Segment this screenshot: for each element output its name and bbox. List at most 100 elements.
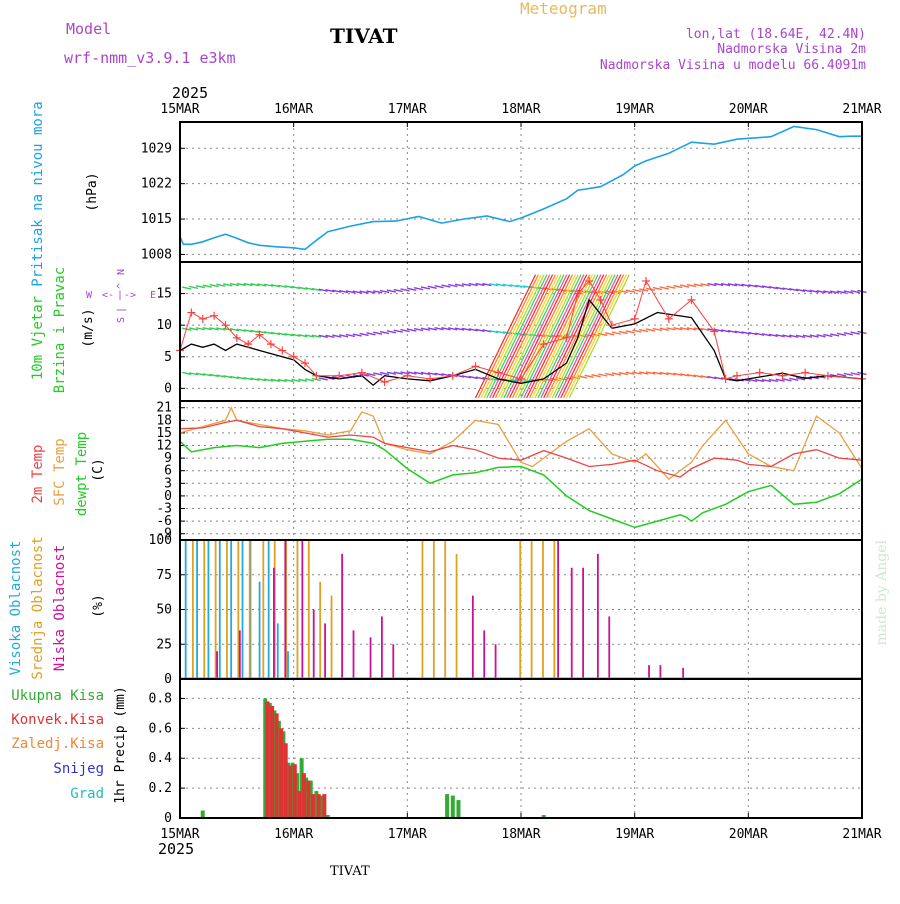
wind-arrow (202, 327, 212, 331)
wind-arrow (802, 334, 813, 338)
legend-hail: Grad (70, 786, 104, 802)
wind-arrow (352, 290, 362, 294)
footer-station: TIVAT (330, 864, 370, 879)
wind-arrow (836, 373, 847, 377)
wind-arrow (318, 377, 328, 381)
wind-arrow (850, 290, 860, 294)
precip-bar (270, 705, 275, 818)
precip-bar (308, 780, 313, 818)
y-tick-label: 0 (164, 672, 172, 687)
x-tick-bottom: 21MAR (842, 827, 881, 842)
wind-arrow (373, 372, 383, 376)
storm-wind-arrow (497, 274, 559, 399)
y-tick-label: 0.8 (149, 691, 172, 706)
pressure-line (179, 125, 862, 251)
wind-arrow (509, 331, 519, 336)
model-elevation-label: Nadmorska Visina u modelu 66.4091m (600, 58, 866, 73)
wind-arrow (598, 332, 608, 337)
wind-arrow (182, 286, 192, 290)
precip-bar (450, 795, 455, 818)
model-name: wrf-nmm_v3.9.1 e3km (64, 49, 236, 67)
wind-arrow (741, 283, 751, 288)
year-bottom: 2025 (158, 840, 194, 858)
y-tick-label: -9 (156, 527, 172, 542)
wind-arrow (420, 371, 431, 376)
wind-arrow (379, 371, 390, 376)
x-tick-bottom: 17MAR (388, 827, 427, 842)
wind-arrow (495, 283, 506, 287)
wind-arrow (195, 285, 206, 289)
wind-arrow (686, 327, 697, 331)
wind-sub-label: Brzina i Pravac (52, 267, 68, 393)
wind-arrow (843, 290, 853, 294)
wind-arrow (468, 282, 478, 287)
wind-arrow (809, 334, 819, 338)
panel-frame (179, 678, 863, 819)
wind-arrow (427, 327, 437, 331)
wind-arrow (639, 328, 649, 333)
legend-freezing-rain: Zaledj.Kisa (11, 736, 104, 752)
y-tick-label: 12 (156, 439, 172, 454)
wind-arrow (809, 289, 819, 293)
wind-arrow (714, 282, 724, 287)
precip-bar (541, 815, 546, 818)
high-cloud-label: Visoka Oblacnost (8, 541, 24, 676)
y-tick-label: 100 (149, 533, 172, 548)
wind-arrow (386, 289, 397, 293)
y-tick-label: 21 (156, 401, 172, 416)
wind-arrow (359, 332, 369, 337)
storm-wind-arrow (560, 274, 622, 399)
wind-arrow (748, 331, 758, 336)
precip-bar (283, 743, 288, 818)
storm-wind-arrow (563, 274, 625, 399)
wind-arrow (707, 282, 717, 287)
wind-arrow (298, 286, 308, 290)
precip-bar (310, 794, 315, 818)
wind-arrow (386, 330, 397, 334)
wind-arrow (639, 371, 649, 375)
wind-arrow (659, 327, 669, 331)
wind-arrow (407, 287, 417, 292)
legend-snow: Snijeg (53, 761, 104, 777)
wind-arrow (509, 284, 519, 288)
storm-wind-arrow (543, 274, 605, 399)
dewpt-label: dewpt Temp (74, 432, 90, 516)
wind-arrow (536, 333, 547, 338)
wind-arrow (298, 378, 308, 382)
wind-arrow (223, 283, 233, 287)
wind-arrow (338, 334, 349, 338)
x-tick-top: 15MAR (160, 102, 199, 117)
storm-wind-arrow (486, 274, 548, 399)
wind-arrow (284, 285, 294, 289)
wind-arrow (734, 330, 744, 334)
storm-wind-arrow (520, 274, 582, 399)
wind-arrow (291, 378, 301, 383)
precip-bar (320, 795, 325, 818)
wind-arrow (379, 289, 390, 294)
wind-arrow (598, 373, 608, 377)
wind-arrow (325, 289, 335, 293)
compass-n: N (116, 269, 127, 275)
location-label: lon,lat (18.64E, 42.4N) (686, 27, 866, 42)
wind-arrow (761, 378, 772, 383)
wind-arrow (693, 327, 703, 331)
wind-arrow (795, 377, 806, 381)
wind-arrow (816, 334, 826, 338)
storm-wind-arrow (565, 274, 628, 399)
wind-arrow (727, 282, 738, 287)
wind-arrow (298, 333, 308, 338)
wind-arrow (373, 290, 383, 294)
y-tick-label: 0.6 (149, 721, 172, 736)
wind-arrow (700, 283, 710, 287)
y-tick-label: 50 (156, 603, 172, 618)
wind-arrow (345, 333, 356, 338)
wind-compass: W <- | -> E N ^ | S (86, 269, 156, 323)
storm-wind-arrow (494, 274, 556, 399)
wind-arrow (284, 333, 294, 337)
wind-arrow (250, 282, 260, 287)
wind-arrow (393, 329, 403, 333)
precip-bar (272, 710, 277, 818)
wind-arrow (182, 371, 192, 376)
precip-bar (297, 791, 302, 818)
precip-bar (281, 731, 286, 818)
